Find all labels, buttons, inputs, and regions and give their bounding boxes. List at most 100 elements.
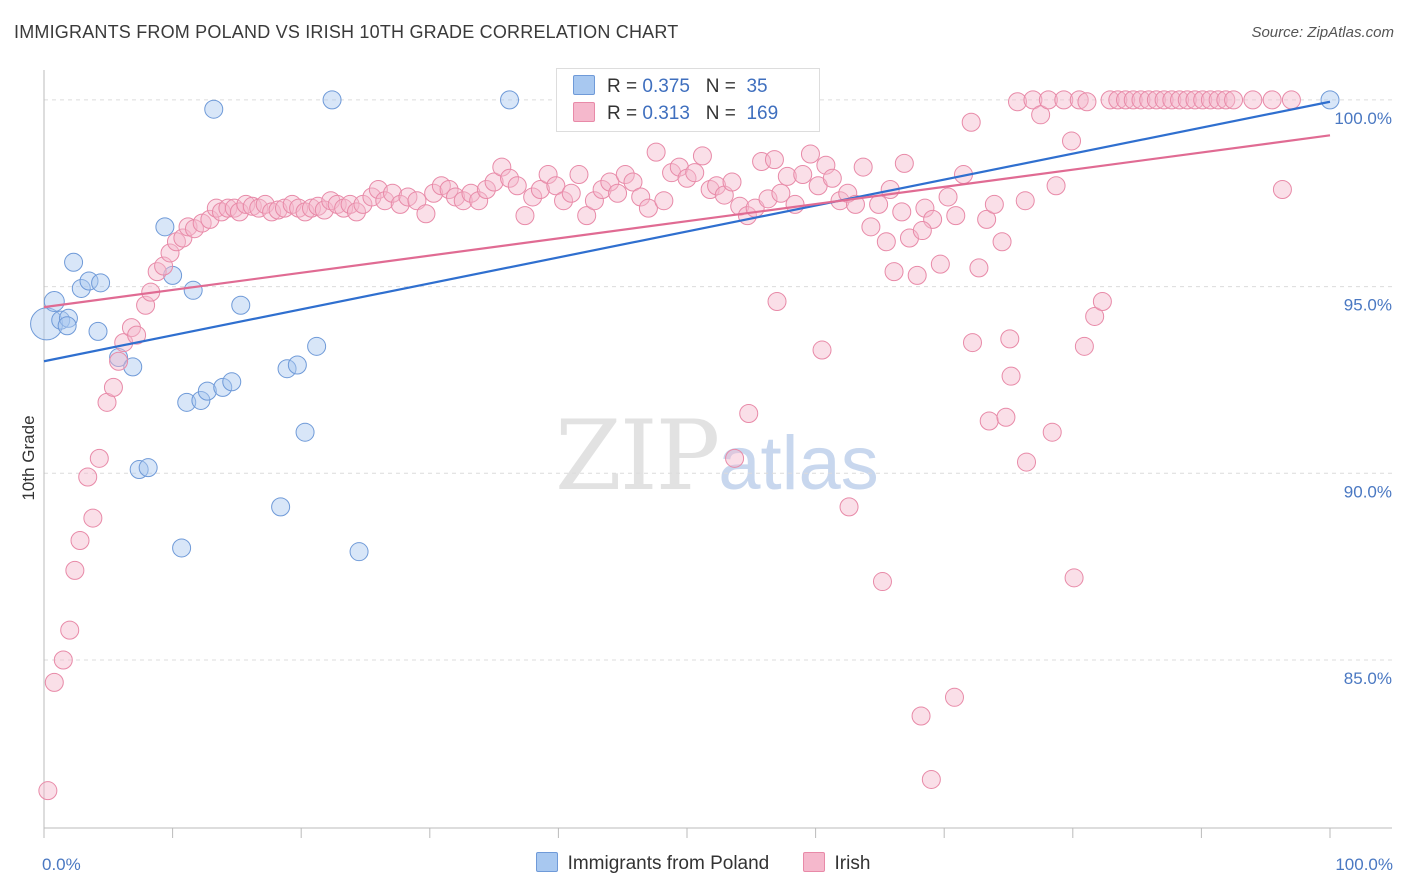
irish-point (1224, 90, 1244, 110)
irish-point (822, 168, 842, 188)
irish-point (1193, 90, 1213, 110)
legend-n-label: N = (705, 76, 736, 97)
irish-point (515, 206, 535, 226)
irish-point (1077, 92, 1097, 112)
irish-point (561, 183, 581, 203)
irish-point (554, 191, 574, 211)
legend-label-irish: Irish (834, 853, 871, 874)
legend-swatch-poland (573, 75, 595, 95)
irish-point (1243, 90, 1263, 110)
irish-point (677, 168, 697, 188)
irish-point (615, 165, 635, 185)
irish-point (725, 448, 745, 468)
irish-point (218, 198, 238, 218)
legend-row-irish: R = 0.313 N = 169 (573, 102, 778, 126)
stats-legend: R = 0.375 N = 35 R = 0.313 N = 169 (556, 68, 820, 132)
irish-point (577, 206, 597, 226)
irish-point (546, 176, 566, 196)
irish-point (872, 572, 892, 592)
y-tick-label: 95.0% (1344, 296, 1392, 315)
irish-point (1116, 90, 1136, 110)
irish-point (944, 687, 964, 707)
irish-point (977, 209, 997, 229)
poland-point (183, 280, 203, 300)
irish-point (793, 165, 813, 185)
legend-item-poland[interactable]: Immigrants from Poland (535, 852, 770, 875)
irish-point (608, 183, 628, 203)
irish-point (930, 254, 950, 274)
source-credit: Source: ZipAtlas.com (1251, 24, 1394, 41)
irish-point (1185, 90, 1205, 110)
irish-point (262, 202, 282, 222)
irish-point (984, 194, 1004, 214)
irish-point (346, 202, 366, 222)
irish-point (1170, 90, 1190, 110)
poland-point (91, 273, 111, 293)
irish-point (255, 194, 275, 214)
poland-point (197, 381, 217, 401)
poland-point (57, 316, 77, 336)
poland-point (500, 90, 520, 110)
irish-point (938, 187, 958, 207)
irish-point (1038, 90, 1058, 110)
irish-point (469, 191, 489, 211)
watermark-atlas: atlas (718, 421, 879, 506)
irish-point (1281, 90, 1301, 110)
irish-point (375, 191, 395, 211)
irish-point (961, 112, 981, 132)
irish-point (946, 206, 966, 226)
irish-point (453, 191, 473, 211)
irish-point (764, 150, 784, 170)
irish-point (861, 217, 881, 237)
axis-labels: 100.0% 95.0% 90.0% 85.0% 0.0% 100.0% 10th Grad… (19, 109, 1393, 874)
irish-point (592, 179, 612, 199)
irish-point (638, 198, 658, 218)
poland-point (43, 291, 65, 313)
data-points (30, 90, 1340, 801)
poland-point (213, 377, 233, 397)
irish-point (911, 706, 931, 726)
y-axis-label: 10th Grade (19, 415, 38, 500)
irish-point (921, 769, 941, 789)
irish-point (915, 198, 935, 218)
poland-point (322, 90, 342, 110)
poland-point (172, 538, 192, 558)
irish-point (1017, 452, 1037, 472)
irish-point (600, 172, 620, 192)
poland-point (64, 252, 84, 272)
irish-point (184, 219, 204, 239)
irish-point (89, 448, 109, 468)
irish-point (739, 404, 759, 424)
legend-item-irish[interactable]: Irish (802, 852, 871, 875)
irish-point (969, 258, 989, 278)
irish-point (584, 191, 604, 211)
poland-point (123, 357, 143, 377)
irish-point (268, 200, 288, 220)
irish-point (484, 172, 504, 192)
irish-point (1162, 90, 1182, 110)
irish-point (249, 198, 269, 218)
trend-lines (43, 100, 1331, 363)
legend-swatch-poland (535, 852, 558, 872)
irish-point (1108, 90, 1128, 110)
irish-point (623, 172, 643, 192)
irish-point (1216, 90, 1236, 110)
y-tick-label: 85.0% (1344, 669, 1392, 688)
irish-point (500, 168, 520, 188)
legend-label-poland: Immigrants from Poland (567, 853, 770, 874)
poland-point (191, 390, 211, 410)
irish-point (1139, 90, 1159, 110)
irish-point (1062, 131, 1082, 151)
irish-point (1262, 90, 1282, 110)
irish-point (538, 165, 558, 185)
irish-point (654, 191, 674, 211)
poland-point (155, 217, 175, 237)
irish-point (160, 243, 180, 263)
poland-point (277, 359, 297, 379)
watermark: ZIPatlas (555, 400, 879, 512)
irish-point (839, 497, 859, 517)
irish-point (383, 183, 403, 203)
irish-point (758, 189, 778, 209)
irish-point (1000, 329, 1020, 349)
irish-point (1085, 306, 1105, 326)
